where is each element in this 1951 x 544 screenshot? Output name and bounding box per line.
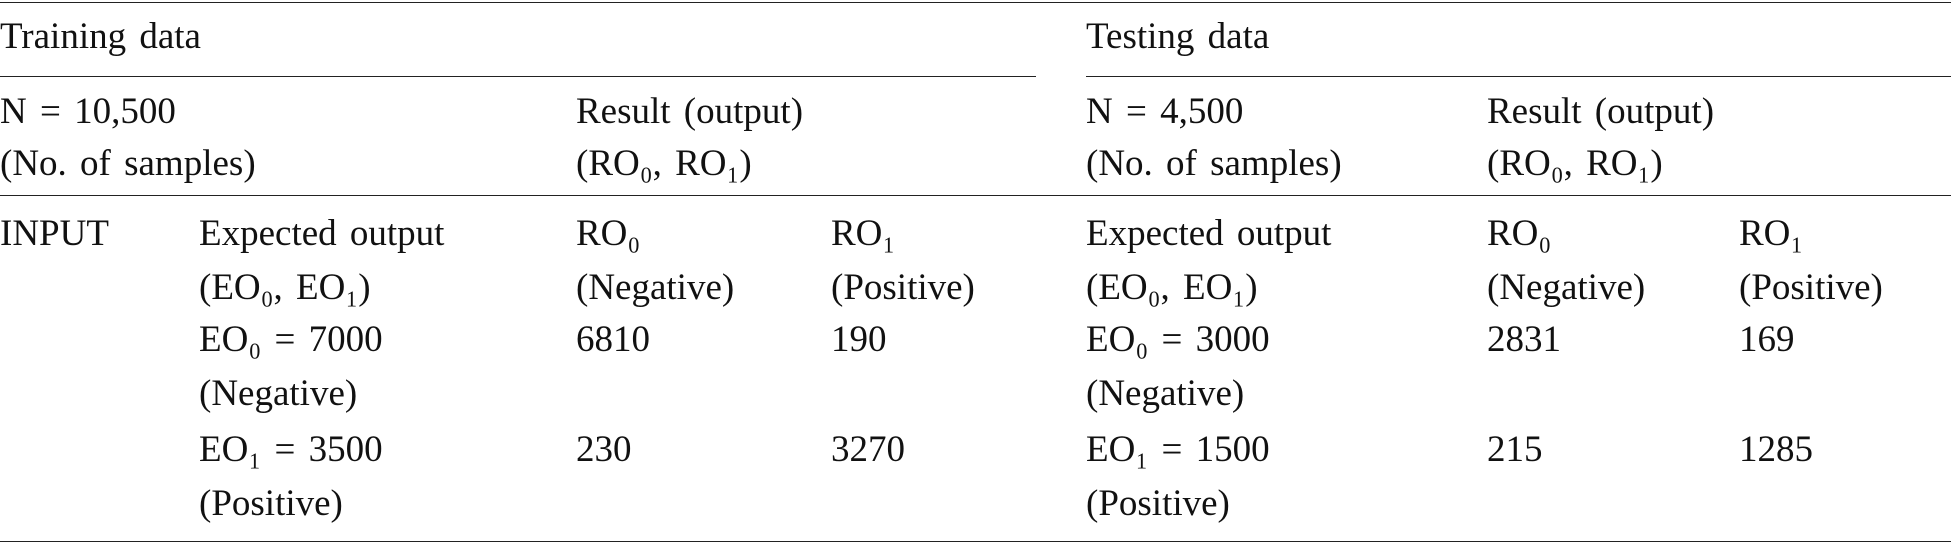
table-cell: (EO₀, EO₁) — [1086, 267, 1258, 308]
sample-count: N = 4,500 — [1086, 91, 1244, 132]
table-cell: 6810 — [576, 319, 650, 360]
table-cell: (Negative) — [199, 373, 358, 414]
table-cell: (Positive) — [1086, 483, 1230, 524]
table-cell: (Positive) — [831, 267, 975, 308]
input-label: INPUT — [0, 213, 109, 254]
table-cell: EO₀ = 7000 — [199, 319, 383, 360]
testing-title: Testing data — [1086, 16, 1270, 57]
result-header: Result (output) — [576, 91, 804, 132]
table-cell: (Positive) — [199, 483, 343, 524]
table-cell: 2831 — [1487, 319, 1561, 360]
table-cell: 230 — [576, 429, 632, 470]
table-cell: 169 — [1739, 319, 1795, 360]
table-cell: (Negative) — [1086, 373, 1245, 414]
testing-rule — [1086, 76, 1951, 77]
bottom-rule — [0, 541, 1951, 542]
sample-note: (No. of samples) — [1086, 143, 1342, 184]
table-cell: (Positive) — [1739, 267, 1883, 308]
table-cell: 3270 — [831, 429, 905, 470]
table-cell: (Negative) — [1487, 267, 1646, 308]
table-cell: EO₁ = 3500 — [199, 429, 383, 470]
table-cell: 1285 — [1739, 429, 1813, 470]
result-note: (RO₀, RO₁) — [576, 143, 752, 184]
table-cell: EO₁ = 1500 — [1086, 429, 1270, 470]
result-header: Result (output) — [1487, 91, 1715, 132]
training-rule — [0, 76, 1036, 77]
table-cell: Expected output — [199, 213, 445, 254]
table-cell: RO₀ — [576, 213, 641, 254]
table-cell: (EO₀, EO₁) — [199, 267, 371, 308]
table-cell: RO₁ — [1739, 213, 1804, 254]
table-cell: Expected output — [1086, 213, 1332, 254]
table-cell: 215 — [1487, 429, 1543, 470]
table-cell: 190 — [831, 319, 887, 360]
header-rule — [0, 195, 1951, 196]
table-cell: (Negative) — [576, 267, 735, 308]
result-note: (RO₀, RO₁) — [1487, 143, 1663, 184]
sample-note: (No. of samples) — [0, 143, 256, 184]
training-title: Training data — [0, 16, 201, 57]
table-cell: RO₀ — [1487, 213, 1552, 254]
table-cell: EO₀ = 3000 — [1086, 319, 1270, 360]
top-rule — [0, 2, 1951, 3]
table-cell: RO₁ — [831, 213, 896, 254]
sample-count: N = 10,500 — [0, 91, 176, 132]
